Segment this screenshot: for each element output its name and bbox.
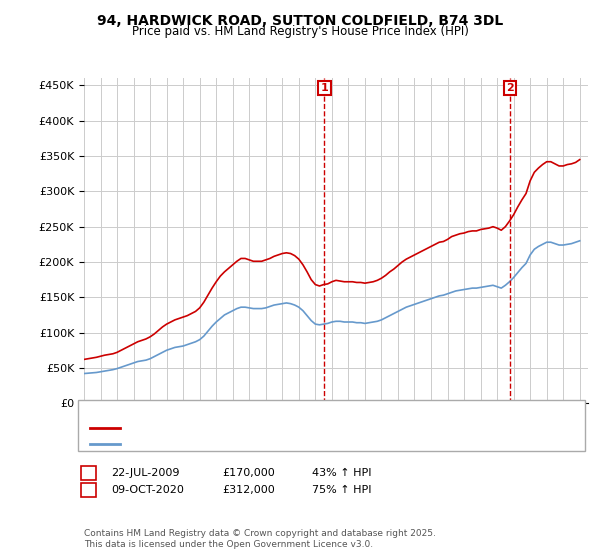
- Text: 22-JUL-2009: 22-JUL-2009: [111, 468, 179, 478]
- Text: 1: 1: [320, 83, 328, 94]
- Text: £170,000: £170,000: [222, 468, 275, 478]
- Text: 1: 1: [85, 468, 92, 478]
- Text: 75% ↑ HPI: 75% ↑ HPI: [312, 485, 371, 495]
- Text: 2: 2: [85, 485, 92, 495]
- Text: 2: 2: [506, 83, 514, 94]
- Text: Contains HM Land Registry data © Crown copyright and database right 2025.
This d: Contains HM Land Registry data © Crown c…: [84, 529, 436, 549]
- Text: HPI: Average price, semi-detached house, Walsall: HPI: Average price, semi-detached house,…: [126, 438, 385, 449]
- Text: £312,000: £312,000: [222, 485, 275, 495]
- Text: 09-OCT-2020: 09-OCT-2020: [111, 485, 184, 495]
- Text: 94, HARDWICK ROAD, SUTTON COLDFIELD, B74 3DL: 94, HARDWICK ROAD, SUTTON COLDFIELD, B74…: [97, 14, 503, 28]
- Text: Price paid vs. HM Land Registry's House Price Index (HPI): Price paid vs. HM Land Registry's House …: [131, 25, 469, 38]
- Text: 43% ↑ HPI: 43% ↑ HPI: [312, 468, 371, 478]
- Text: 94, HARDWICK ROAD, SUTTON COLDFIELD, B74 3DL (semi-detached house): 94, HARDWICK ROAD, SUTTON COLDFIELD, B74…: [126, 423, 522, 433]
